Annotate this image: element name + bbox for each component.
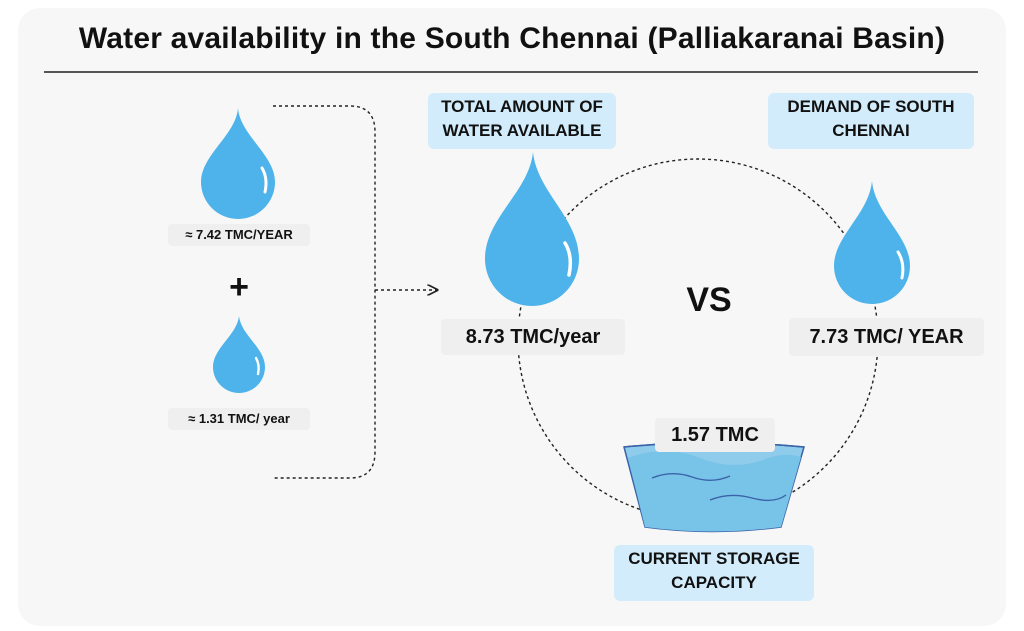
storage-capacity-tag-line-2: CAPACITY [671, 573, 757, 592]
page-title: Water availability in the South Chennai … [78, 22, 946, 55]
storage-value: 1.57 TMC [655, 418, 775, 452]
total-available-tag-line-1: TOTAL AMOUNT OF [441, 97, 603, 116]
water-drop-icon [485, 152, 579, 306]
source-1-value: ≈ 7.42 TMC/YEAR [168, 224, 310, 246]
demand-value: 7.73 TMC/ YEAR [789, 318, 984, 356]
plus-operator: + [229, 268, 249, 306]
demand-tag-line-2: CHENNAI [832, 121, 910, 140]
sources-bracket [273, 105, 376, 479]
water-drop-icon [201, 108, 275, 219]
title-divider [44, 71, 978, 73]
total-available-tag: TOTAL AMOUNT OF WATER AVAILABLE [428, 93, 616, 149]
demand-tag-line-1: DEMAND OF SOUTH [787, 97, 955, 116]
versus-label: VS [686, 281, 732, 319]
total-available-value: 8.73 TMC/year [441, 319, 625, 355]
storage-capacity-tag: CURRENT STORAGE CAPACITY [614, 545, 814, 601]
storage-capacity-tag-line-1: CURRENT STORAGE [628, 549, 800, 568]
demand-tag: DEMAND OF SOUTH CHENNAI [768, 93, 974, 149]
storage-bowl-icon [623, 441, 805, 533]
total-available-tag-line-2: WATER AVAILABLE [442, 121, 602, 140]
water-drop-icon [834, 181, 910, 304]
water-drop-icon [213, 316, 265, 393]
source-2-value: ≈ 1.31 TMC/ year [168, 408, 310, 430]
